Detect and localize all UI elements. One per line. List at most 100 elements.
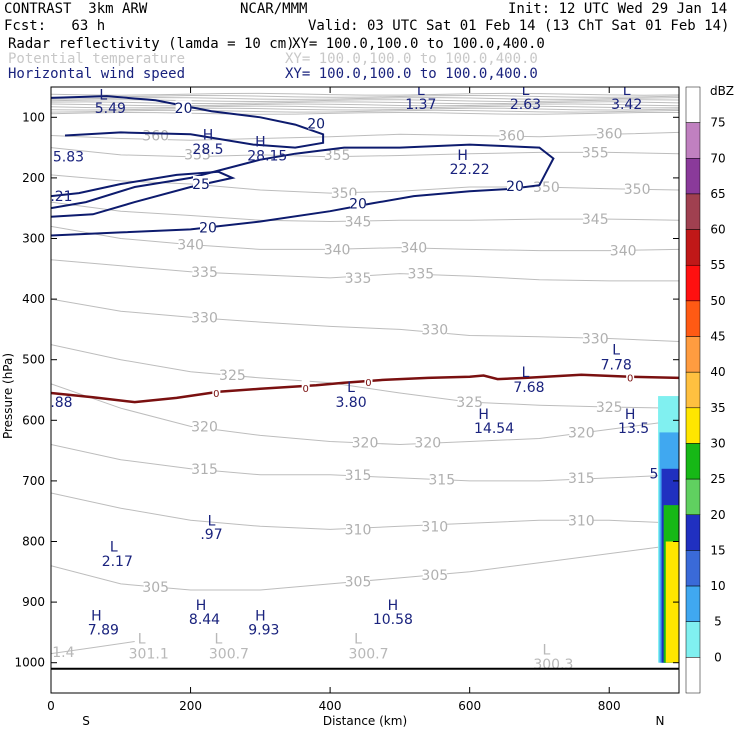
theta-label-bg bbox=[583, 211, 608, 226]
field-reflectivity-xy: XY= 100.0,100.0 to 100.0,400.0 bbox=[292, 36, 545, 52]
theta-label-bg bbox=[346, 573, 371, 588]
theta-label: 315 bbox=[191, 462, 218, 478]
wind-extremum-label: 7.68 bbox=[513, 380, 544, 396]
theta-label: 360 bbox=[142, 128, 169, 144]
colorbar-swatch bbox=[685, 264, 701, 302]
theta-label: 305 bbox=[421, 568, 448, 584]
y-tick-label: 700 bbox=[22, 474, 45, 488]
colorbar-tick-label: 65 bbox=[710, 187, 725, 201]
theta-label: 345 bbox=[582, 212, 609, 228]
wind-contour-label-bg bbox=[175, 100, 192, 115]
theta-extremum-label: 300.3 bbox=[533, 657, 573, 673]
org-label: NCAR/MMM bbox=[240, 1, 308, 17]
y-tick-label: 1000 bbox=[14, 656, 45, 670]
theta-extremum-label: 300.7 bbox=[209, 647, 249, 663]
theta-contour-350 bbox=[51, 174, 679, 194]
colorbar-swatch bbox=[685, 407, 701, 444]
wind-extremum-label: L bbox=[347, 380, 355, 396]
y-tick-label: 100 bbox=[22, 110, 45, 124]
theta-label: 355 bbox=[324, 148, 351, 164]
wind-contour-label-bg bbox=[507, 177, 524, 192]
wind-extremum-label: .88 bbox=[50, 395, 72, 411]
colorbar-tick-label: 20 bbox=[710, 508, 725, 522]
wind-extremum-label: 2.17 bbox=[102, 554, 133, 570]
forecast-hour: Fcst: 63 h bbox=[4, 18, 106, 34]
theta-extremum-label: 301.4 bbox=[34, 645, 74, 661]
wind-extremum-label: 22.22 bbox=[450, 162, 490, 178]
theta-label-bg bbox=[346, 521, 371, 536]
wind-extremum-label: 28.15 bbox=[247, 148, 287, 164]
theta-label-bg bbox=[429, 471, 454, 486]
y-tick-label: 500 bbox=[22, 353, 45, 367]
theta-label: 335 bbox=[345, 271, 372, 287]
wind-contour-label: 20 bbox=[175, 101, 193, 117]
wind-extremum-label: 28.5 bbox=[192, 142, 223, 158]
theta-label: 320 bbox=[352, 436, 379, 452]
wind-extremum-label: L bbox=[522, 83, 530, 99]
theta-label-bg bbox=[192, 418, 217, 433]
theta-contour-upper bbox=[51, 92, 679, 96]
y-axis-label: Pressure (hPa) bbox=[1, 353, 15, 439]
wind-extremum-label: 7.89 bbox=[88, 622, 119, 638]
field-theta-xy: XY= 100.0,100.0 to 100.0,400.0 bbox=[285, 51, 538, 67]
colorbar-swatch bbox=[685, 550, 701, 587]
theta-label: 355 bbox=[582, 145, 609, 161]
freezing-level-line bbox=[51, 373, 679, 404]
plot-frame bbox=[50, 86, 680, 694]
wind-extremum-label: 13.5 bbox=[618, 421, 649, 437]
theta-contour-upper bbox=[51, 107, 679, 111]
theta-label: 340 bbox=[610, 244, 637, 260]
wind-contour-label: 20 bbox=[506, 179, 524, 195]
colorbar-tick-label: 35 bbox=[710, 401, 725, 415]
theta-label: 310 bbox=[345, 522, 372, 538]
y-tick-label: 900 bbox=[22, 595, 45, 609]
theta-label-bg bbox=[422, 321, 447, 336]
reflectivity-cell bbox=[665, 541, 679, 663]
wind-extremum-label: 14.54 bbox=[474, 421, 514, 437]
theta-label-bg bbox=[353, 434, 377, 449]
wind-contour-25 bbox=[51, 170, 236, 218]
x-tick-label: 800 bbox=[598, 699, 621, 713]
theta-label-bg bbox=[401, 239, 426, 254]
wind-extremum-label: 3.42 bbox=[611, 97, 642, 113]
theta-label-bg bbox=[583, 144, 608, 159]
theta-label: 360 bbox=[596, 127, 623, 143]
wind-contour-label: 20 bbox=[349, 196, 367, 212]
theta-label-bg bbox=[185, 146, 210, 161]
theta-label-bg bbox=[325, 241, 350, 256]
wind-extremum-label: 1.37 bbox=[405, 97, 436, 113]
theta-contour-301 bbox=[51, 641, 135, 655]
valid-time: Valid: 03 UTC Sat 01 Feb 14 (13 ChT Sat … bbox=[308, 18, 730, 34]
theta-extremum-label: L bbox=[543, 642, 551, 658]
freezing-level-label: 0 bbox=[303, 384, 309, 395]
colorbar-tick-label: 40 bbox=[710, 365, 725, 379]
wind-extremum-label: H bbox=[388, 598, 399, 614]
colorbar-swatch bbox=[685, 122, 701, 159]
colorbar-swatch bbox=[685, 585, 701, 622]
wind-extremum-label: H bbox=[196, 598, 207, 614]
theta-label-bg bbox=[422, 566, 447, 581]
theta-label-bg bbox=[499, 127, 524, 142]
theta-label-bg bbox=[143, 127, 168, 142]
theta-label-bg bbox=[192, 309, 217, 324]
theta-label: 355 bbox=[184, 147, 211, 163]
field-wind-name: Horizontal wind speed bbox=[8, 66, 186, 82]
y-tick-label: 800 bbox=[22, 535, 45, 549]
wind-extremum-label: L bbox=[208, 513, 216, 529]
colorbar-swatch bbox=[685, 158, 701, 195]
init-time: Init: 12 UTC Wed 29 Jan 14 bbox=[508, 1, 728, 17]
x-axis-label: Distance (km) bbox=[323, 714, 407, 728]
colorbar-tick-label: 75 bbox=[710, 116, 725, 130]
theta-label-bg bbox=[346, 466, 371, 481]
theta-extremum-label: L bbox=[138, 631, 146, 647]
theta-contour-355 bbox=[51, 147, 679, 158]
wind-extremum-label: L bbox=[417, 83, 425, 99]
colorbar-swatch bbox=[685, 336, 701, 373]
wind-extremum-label: H bbox=[625, 407, 636, 423]
freezing-level-label: 0 bbox=[627, 374, 633, 385]
wind-extremum-label: L bbox=[110, 539, 118, 555]
theta-label: 320 bbox=[414, 436, 441, 452]
theta-label: 325 bbox=[219, 368, 246, 384]
theta-label-bg bbox=[569, 469, 594, 484]
theta-contour-upper bbox=[51, 103, 679, 107]
